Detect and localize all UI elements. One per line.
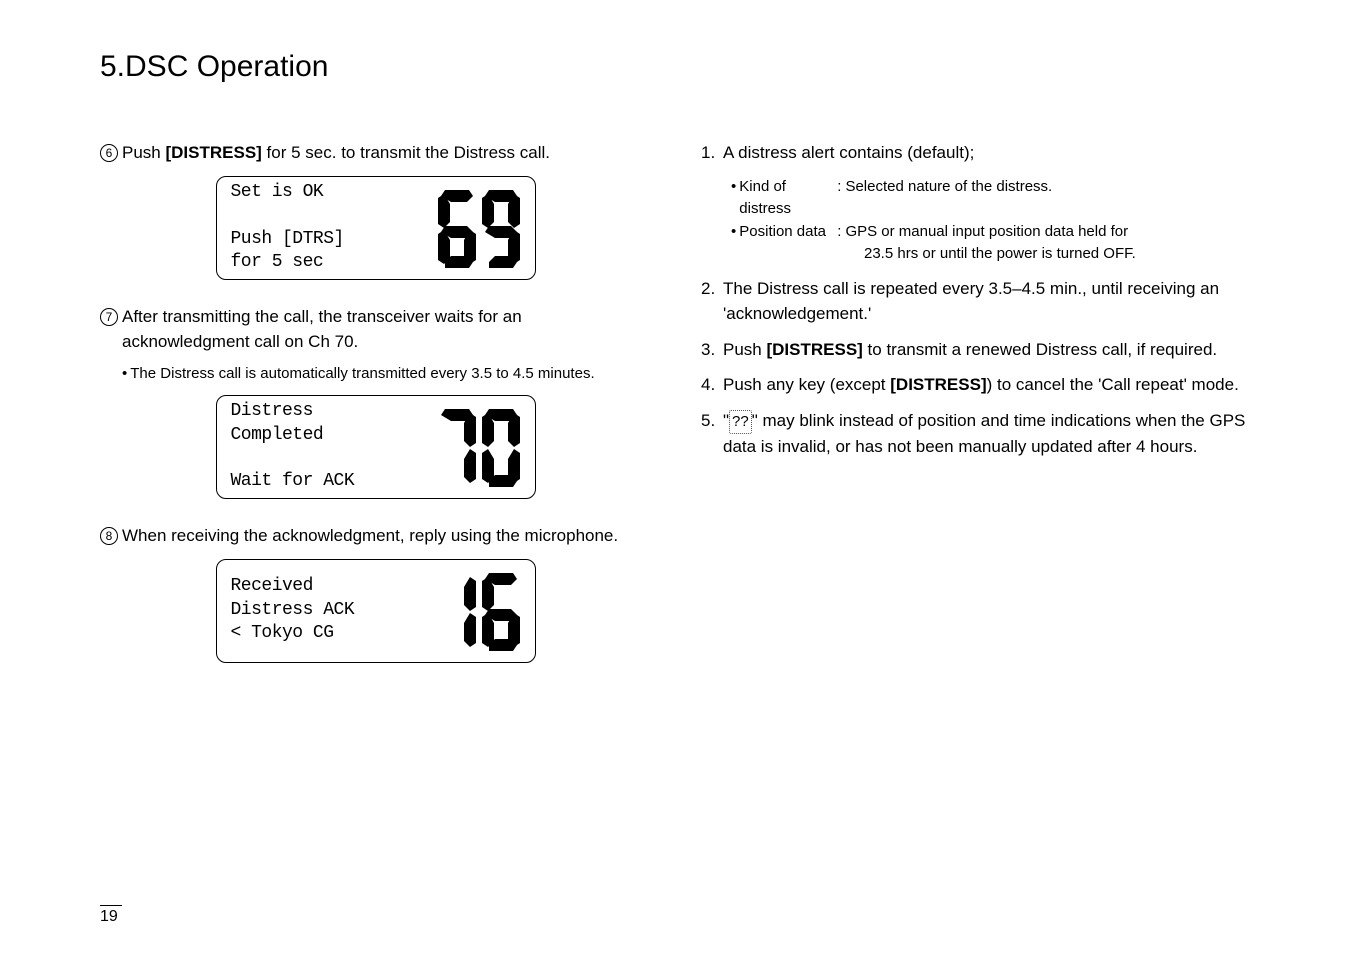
- step-6-post: for 5 sec. to transmit the Distress call…: [262, 143, 550, 162]
- step-6-text: Push [DISTRESS] for 5 sec. to transmit t…: [122, 140, 651, 166]
- r4-post: ) to cancel the 'Call repeat' mode.: [987, 375, 1239, 394]
- right-item-1-text: A distress alert contains (default);: [723, 140, 1252, 166]
- right-item-4-text: Push any key (except [DISTRESS]) to canc…: [723, 372, 1252, 398]
- r5-post: " may blink instead of position and time…: [723, 411, 1245, 457]
- lcd-3-text: Received Distress ACK < Tokyo CG: [231, 575, 436, 645]
- right-item-3-num: 3.: [701, 337, 723, 363]
- step-6-number: 6: [100, 144, 118, 162]
- step-6: 6 Push [DISTRESS] for 5 sec. to transmit…: [100, 140, 651, 166]
- step-7: 7 After transmitting the call, the trans…: [100, 304, 651, 355]
- right-item-3: 3. Push [DISTRESS] to transmit a renewed…: [701, 337, 1252, 363]
- colon: :: [837, 221, 841, 244]
- sub-2-label: Position data: [739, 221, 837, 244]
- step-6-pre: Push: [122, 143, 165, 162]
- right-item-5-num: 5.: [701, 408, 723, 434]
- lcd-display-1: Set is OK Push [DTRS] for 5 sec: [216, 176, 536, 280]
- right-item-5: 5. "??" may blink instead of position an…: [701, 408, 1252, 460]
- left-column: 6 Push [DISTRESS] for 5 sec. to transmit…: [100, 140, 651, 687]
- right-item-1-sub-2: • Position data : GPS or manual input po…: [731, 221, 1252, 244]
- right-item-1-sub-1: • Kind of distress : Selected nature of …: [731, 176, 1252, 221]
- right-column: 1. A distress alert contains (default); …: [701, 140, 1252, 687]
- right-item-1: 1. A distress alert contains (default);: [701, 140, 1252, 166]
- bullet-dot-icon: •: [731, 176, 736, 199]
- step-8-text: When receiving the acknowledgment, reply…: [122, 523, 651, 549]
- step-8: 8 When receiving the acknowledgment, rep…: [100, 523, 651, 549]
- lcd-1-text: Set is OK Push [DTRS] for 5 sec: [231, 181, 436, 275]
- step-8-number: 8: [100, 527, 118, 545]
- page-number-bar: [100, 905, 122, 907]
- right-item-2-text: The Distress call is repeated every 3.5–…: [723, 276, 1252, 327]
- colon: :: [837, 176, 841, 199]
- two-column-layout: 6 Push [DISTRESS] for 5 sec. to transmit…: [100, 140, 1252, 687]
- lcd-2-digits: [436, 407, 521, 487]
- step-7-note-text: The Distress call is automatically trans…: [130, 363, 594, 386]
- step-7-number: 7: [100, 308, 118, 326]
- sub-1-value: Selected nature of the distress.: [845, 176, 1252, 199]
- lcd-1-digits: [436, 188, 521, 268]
- question-marks-icon: ??: [729, 410, 752, 435]
- sub-1-label: Kind of distress: [739, 176, 837, 221]
- lcd-display-3: Received Distress ACK < Tokyo CG: [216, 559, 536, 663]
- page-number-area: 19: [100, 905, 122, 927]
- r3-pre: Push: [723, 340, 766, 359]
- right-item-4: 4. Push any key (except [DISTRESS]) to c…: [701, 372, 1252, 398]
- r4-pre: Push any key (except: [723, 375, 890, 394]
- lcd-2-text: Distress Completed Wait for ACK: [231, 400, 436, 494]
- lcd-display-2: Distress Completed Wait for ACK: [216, 395, 536, 499]
- right-item-4-num: 4.: [701, 372, 723, 398]
- sub-2-value-line2: 23.5 hrs or until the power is turned OF…: [864, 243, 1252, 266]
- step-7-text: After transmitting the call, the transce…: [122, 304, 651, 355]
- step-7-note: • The Distress call is automatically tra…: [122, 363, 651, 386]
- right-item-5-text: "??" may blink instead of position and t…: [723, 408, 1252, 460]
- right-item-2: 2. The Distress call is repeated every 3…: [701, 276, 1252, 327]
- r3-bold: [DISTRESS]: [766, 340, 862, 359]
- step-6-bold: [DISTRESS]: [165, 143, 261, 162]
- page-number: 19: [100, 908, 122, 926]
- right-item-1-num: 1.: [701, 140, 723, 166]
- r4-bold: [DISTRESS]: [890, 375, 986, 394]
- lcd-3-digits: [436, 571, 521, 651]
- right-item-2-num: 2.: [701, 276, 723, 302]
- sub-2-value: GPS or manual input position data held f…: [845, 221, 1252, 244]
- r3-post: to transmit a renewed Distress call, if …: [863, 340, 1217, 359]
- right-item-3-text: Push [DISTRESS] to transmit a renewed Di…: [723, 337, 1252, 363]
- page-heading: 5.DSC Operation: [100, 50, 1252, 84]
- bullet-dot-icon: •: [731, 221, 736, 244]
- bullet-dot-icon: •: [122, 363, 127, 386]
